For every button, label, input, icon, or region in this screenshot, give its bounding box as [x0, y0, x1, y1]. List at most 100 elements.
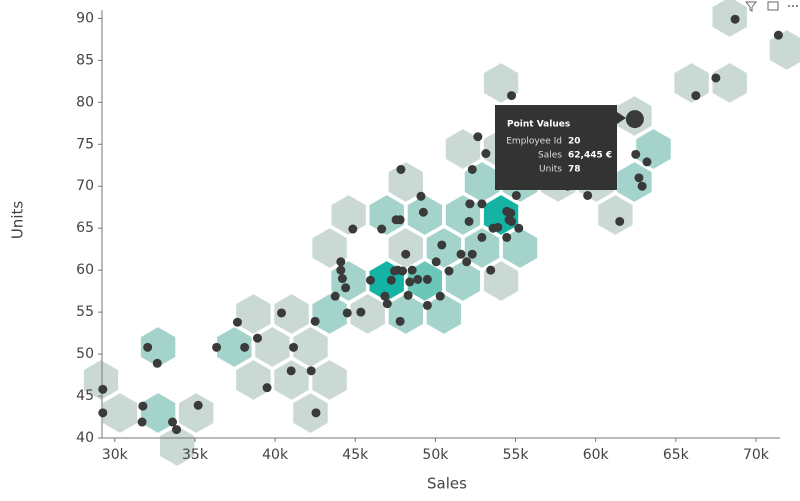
hex-bin: [310, 291, 349, 337]
tooltip-label: Sales: [538, 151, 562, 161]
point: [416, 191, 426, 201]
point: [289, 342, 299, 352]
hex-bin: [367, 192, 406, 238]
x-tick-label: 45k: [342, 447, 369, 463]
point: [506, 208, 516, 218]
hex-bin: [177, 390, 216, 436]
hex-bin: [615, 159, 654, 205]
x-tick-label: 50k: [422, 447, 449, 463]
y-tick-label: 90: [76, 10, 94, 26]
point: [395, 215, 405, 225]
hex-bin: [158, 423, 197, 469]
hex-bin: [272, 291, 311, 337]
point: [481, 149, 491, 159]
point: [422, 300, 432, 310]
point: [711, 73, 721, 83]
point: [615, 216, 625, 226]
point: [382, 299, 392, 309]
x-tick-label: 70k: [743, 447, 770, 463]
y-tick-label: 80: [76, 94, 94, 110]
point: [232, 317, 242, 327]
tooltip-label: Employee Id: [506, 137, 562, 147]
point: [193, 400, 203, 410]
point: [377, 224, 387, 234]
point: [634, 173, 644, 183]
point: [773, 30, 783, 40]
point: [486, 265, 496, 275]
point: [511, 190, 521, 200]
hex-bin: [386, 159, 425, 205]
point: [456, 249, 466, 259]
visual-header-icons: [744, 1, 798, 12]
hex-bin: [234, 291, 273, 337]
hex-bin: [234, 357, 273, 403]
point: [631, 149, 641, 159]
hex-bin: [291, 390, 330, 436]
point: [403, 290, 413, 300]
hex-bin: [710, 60, 749, 106]
point: [477, 199, 487, 209]
point: [365, 275, 375, 285]
point: [138, 401, 148, 411]
y-tick-label: 60: [76, 262, 94, 278]
hex-bin: [329, 192, 368, 238]
point: [168, 417, 178, 427]
point: [337, 274, 347, 284]
point: [342, 308, 352, 318]
point: [493, 222, 503, 232]
tooltip: Point Values Employee Id 20 Sales 62,445…: [495, 105, 626, 190]
more-options-icon[interactable]: [788, 5, 798, 7]
hex-bin: [215, 324, 254, 370]
y-tick-label: 70: [76, 178, 94, 194]
point: [398, 266, 408, 276]
point: [431, 257, 441, 267]
y-tick-label: 45: [76, 388, 94, 404]
y-tick-label: 65: [76, 220, 94, 236]
axes: 40 45 50 55 60 65 70 75 80 85 90 30k 35k 40k 45k 50k 55k…: [76, 10, 780, 463]
point: [473, 132, 483, 142]
point: [467, 164, 477, 174]
y-tick-label: 40: [76, 430, 94, 446]
tooltip-pointer: [617, 112, 626, 124]
point: [507, 91, 517, 101]
point: [277, 308, 287, 318]
point: [336, 265, 346, 275]
point: [252, 333, 262, 343]
tooltip-value: 78: [568, 165, 581, 175]
point: [407, 265, 417, 275]
point: [240, 342, 250, 352]
hex-bin: [672, 60, 711, 106]
point: [310, 316, 320, 326]
highlighted-point: [625, 110, 644, 129]
point: [380, 291, 390, 301]
points: [98, 14, 783, 435]
x-tick-label: 30k: [102, 447, 129, 463]
filter-icon[interactable]: [744, 1, 758, 12]
focus-icon[interactable]: [767, 1, 779, 11]
point: [418, 207, 428, 217]
hex-bin: [710, 0, 749, 40]
point: [341, 283, 351, 293]
point: [286, 366, 296, 376]
point: [437, 240, 447, 250]
hex-bin: [596, 192, 635, 238]
hex-bin: [81, 357, 121, 403]
point: [396, 164, 406, 174]
hex-bin: [138, 324, 178, 370]
point: [435, 291, 445, 301]
y-tick-label: 75: [76, 136, 94, 152]
point: [422, 274, 432, 284]
x-tick-label: 35k: [182, 447, 209, 463]
y-tick-label: 55: [76, 304, 94, 320]
point: [336, 257, 346, 267]
x-tick-label: 40k: [262, 447, 289, 463]
hex-bin: [767, 27, 800, 73]
tooltip-value: 20: [568, 137, 581, 147]
y-tick-label: 50: [76, 346, 94, 362]
point: [311, 408, 321, 418]
point: [507, 216, 517, 226]
tooltip-title: Point Values: [507, 120, 570, 130]
x-tick-label: 55k: [503, 447, 530, 463]
x-axis-title: Sales: [427, 475, 467, 493]
point: [98, 408, 108, 418]
